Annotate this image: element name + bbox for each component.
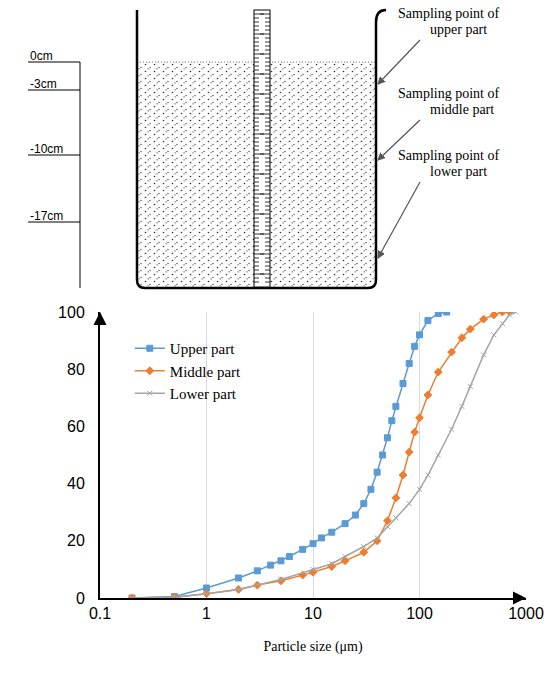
svg-text:Middle part: Middle part bbox=[170, 364, 241, 380]
svg-text:Particle size (μm): Particle size (μm) bbox=[263, 639, 363, 655]
svg-text:20: 20 bbox=[67, 532, 85, 549]
svg-text:10: 10 bbox=[304, 605, 322, 622]
svg-text:100: 100 bbox=[58, 304, 85, 321]
svg-text:0.1: 0.1 bbox=[89, 605, 111, 622]
svg-text:-10cm: -10cm bbox=[30, 142, 63, 156]
svg-text:-3cm: -3cm bbox=[30, 77, 57, 91]
svg-text:40: 40 bbox=[67, 475, 85, 492]
svg-text:Lower part: Lower part bbox=[170, 386, 237, 402]
svg-text:Sampling point oflower part: Sampling point oflower part bbox=[398, 148, 499, 179]
svg-text:0cm: 0cm bbox=[30, 49, 53, 63]
svg-text:Sampling point ofupper part: Sampling point ofupper part bbox=[398, 6, 499, 37]
svg-text:60: 60 bbox=[67, 418, 85, 435]
svg-text:1000: 1000 bbox=[508, 605, 544, 622]
svg-text:Upper part: Upper part bbox=[170, 341, 235, 357]
svg-text:80: 80 bbox=[67, 361, 85, 378]
svg-text:0: 0 bbox=[76, 590, 85, 607]
svg-text:1: 1 bbox=[202, 605, 211, 622]
svg-text:Sampling point ofmiddle part: Sampling point ofmiddle part bbox=[398, 86, 499, 117]
svg-text:100: 100 bbox=[406, 605, 433, 622]
svg-text:-17cm: -17cm bbox=[30, 209, 63, 223]
